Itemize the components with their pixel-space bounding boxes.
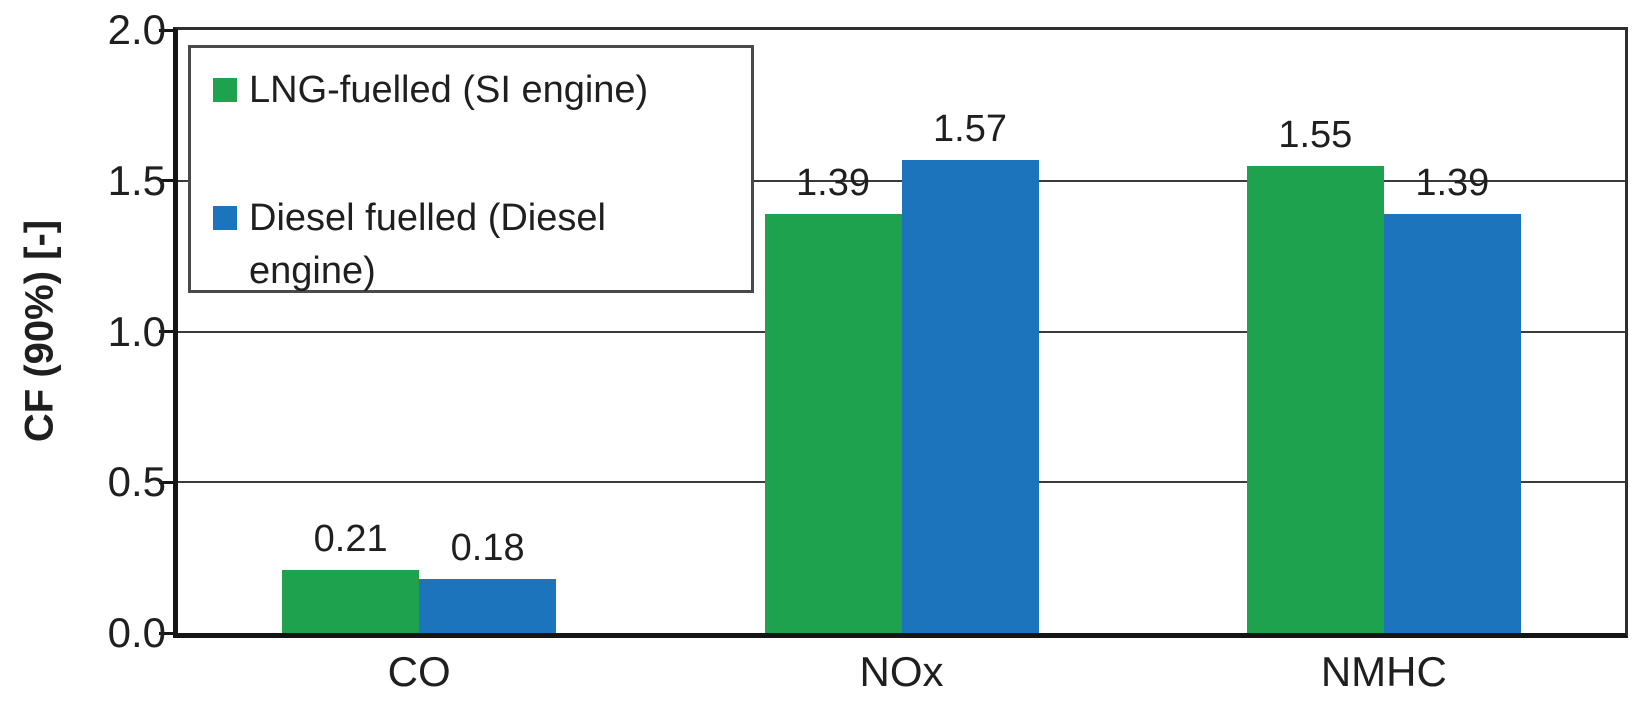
x-category-label-co: CO: [387, 648, 451, 695]
y-tick-mark-1.5: [159, 179, 178, 183]
plot-area: 0.21 0.18 1.39 1.57 1.55 1.39: [173, 27, 1628, 638]
legend-swatch-green-icon: [213, 78, 237, 102]
value-label-lng-nox: 1.39: [796, 161, 870, 204]
value-label-diesel-nmhc: 1.39: [1415, 161, 1490, 204]
y-tick-label-1.5: 1.5: [107, 156, 166, 204]
legend-label-lng: LNG-fuelled (SI engine): [249, 69, 649, 111]
value-label-lng-nmhc: 1.55: [1278, 113, 1353, 156]
value-label-lng-co: 0.21: [313, 517, 388, 560]
x-category-label-nox: NOx: [859, 648, 944, 695]
legend-swatch-blue-icon: [213, 206, 237, 231]
y-tick-mark-2.0: [159, 28, 178, 32]
value-label-diesel-nox: 1.57: [933, 107, 1007, 150]
y-tick-mark-0.0: [159, 631, 178, 635]
y-tick-label-0.0: 0.0: [107, 609, 166, 656]
bar-lng-nox: [764, 213, 902, 633]
bar-diesel-nox: [901, 159, 1039, 633]
y-axis-title: CF (90%) [-]: [17, 219, 62, 443]
bar-lng-nmhc: [1246, 165, 1384, 633]
value-label-diesel-co: 0.18: [450, 526, 525, 569]
bar-diesel-nmhc: [1383, 213, 1521, 633]
y-tick-label-0.5: 0.5: [107, 458, 166, 506]
y-tick-mark-1.0: [159, 330, 178, 333]
x-category-label-nmhc: NMHC: [1320, 648, 1447, 695]
y-tick-label-1.0: 1.0: [107, 307, 166, 355]
legend-entry-diesel: Diesel fuelled (Diesel engine): [213, 192, 741, 297]
y-tick-mark-0.5: [159, 480, 178, 484]
bar-lng-co: [282, 569, 420, 633]
legend-label-diesel: Diesel fuelled (Diesel engine): [249, 197, 606, 292]
bar-diesel-co: [419, 578, 557, 633]
y-tick-label-2.0: 2.0: [107, 6, 166, 53]
legend-entry-lng: LNG-fuelled (SI engine): [213, 64, 741, 116]
legend: LNG-fuelled (SI engine) Diesel fuelled (…: [188, 45, 754, 293]
